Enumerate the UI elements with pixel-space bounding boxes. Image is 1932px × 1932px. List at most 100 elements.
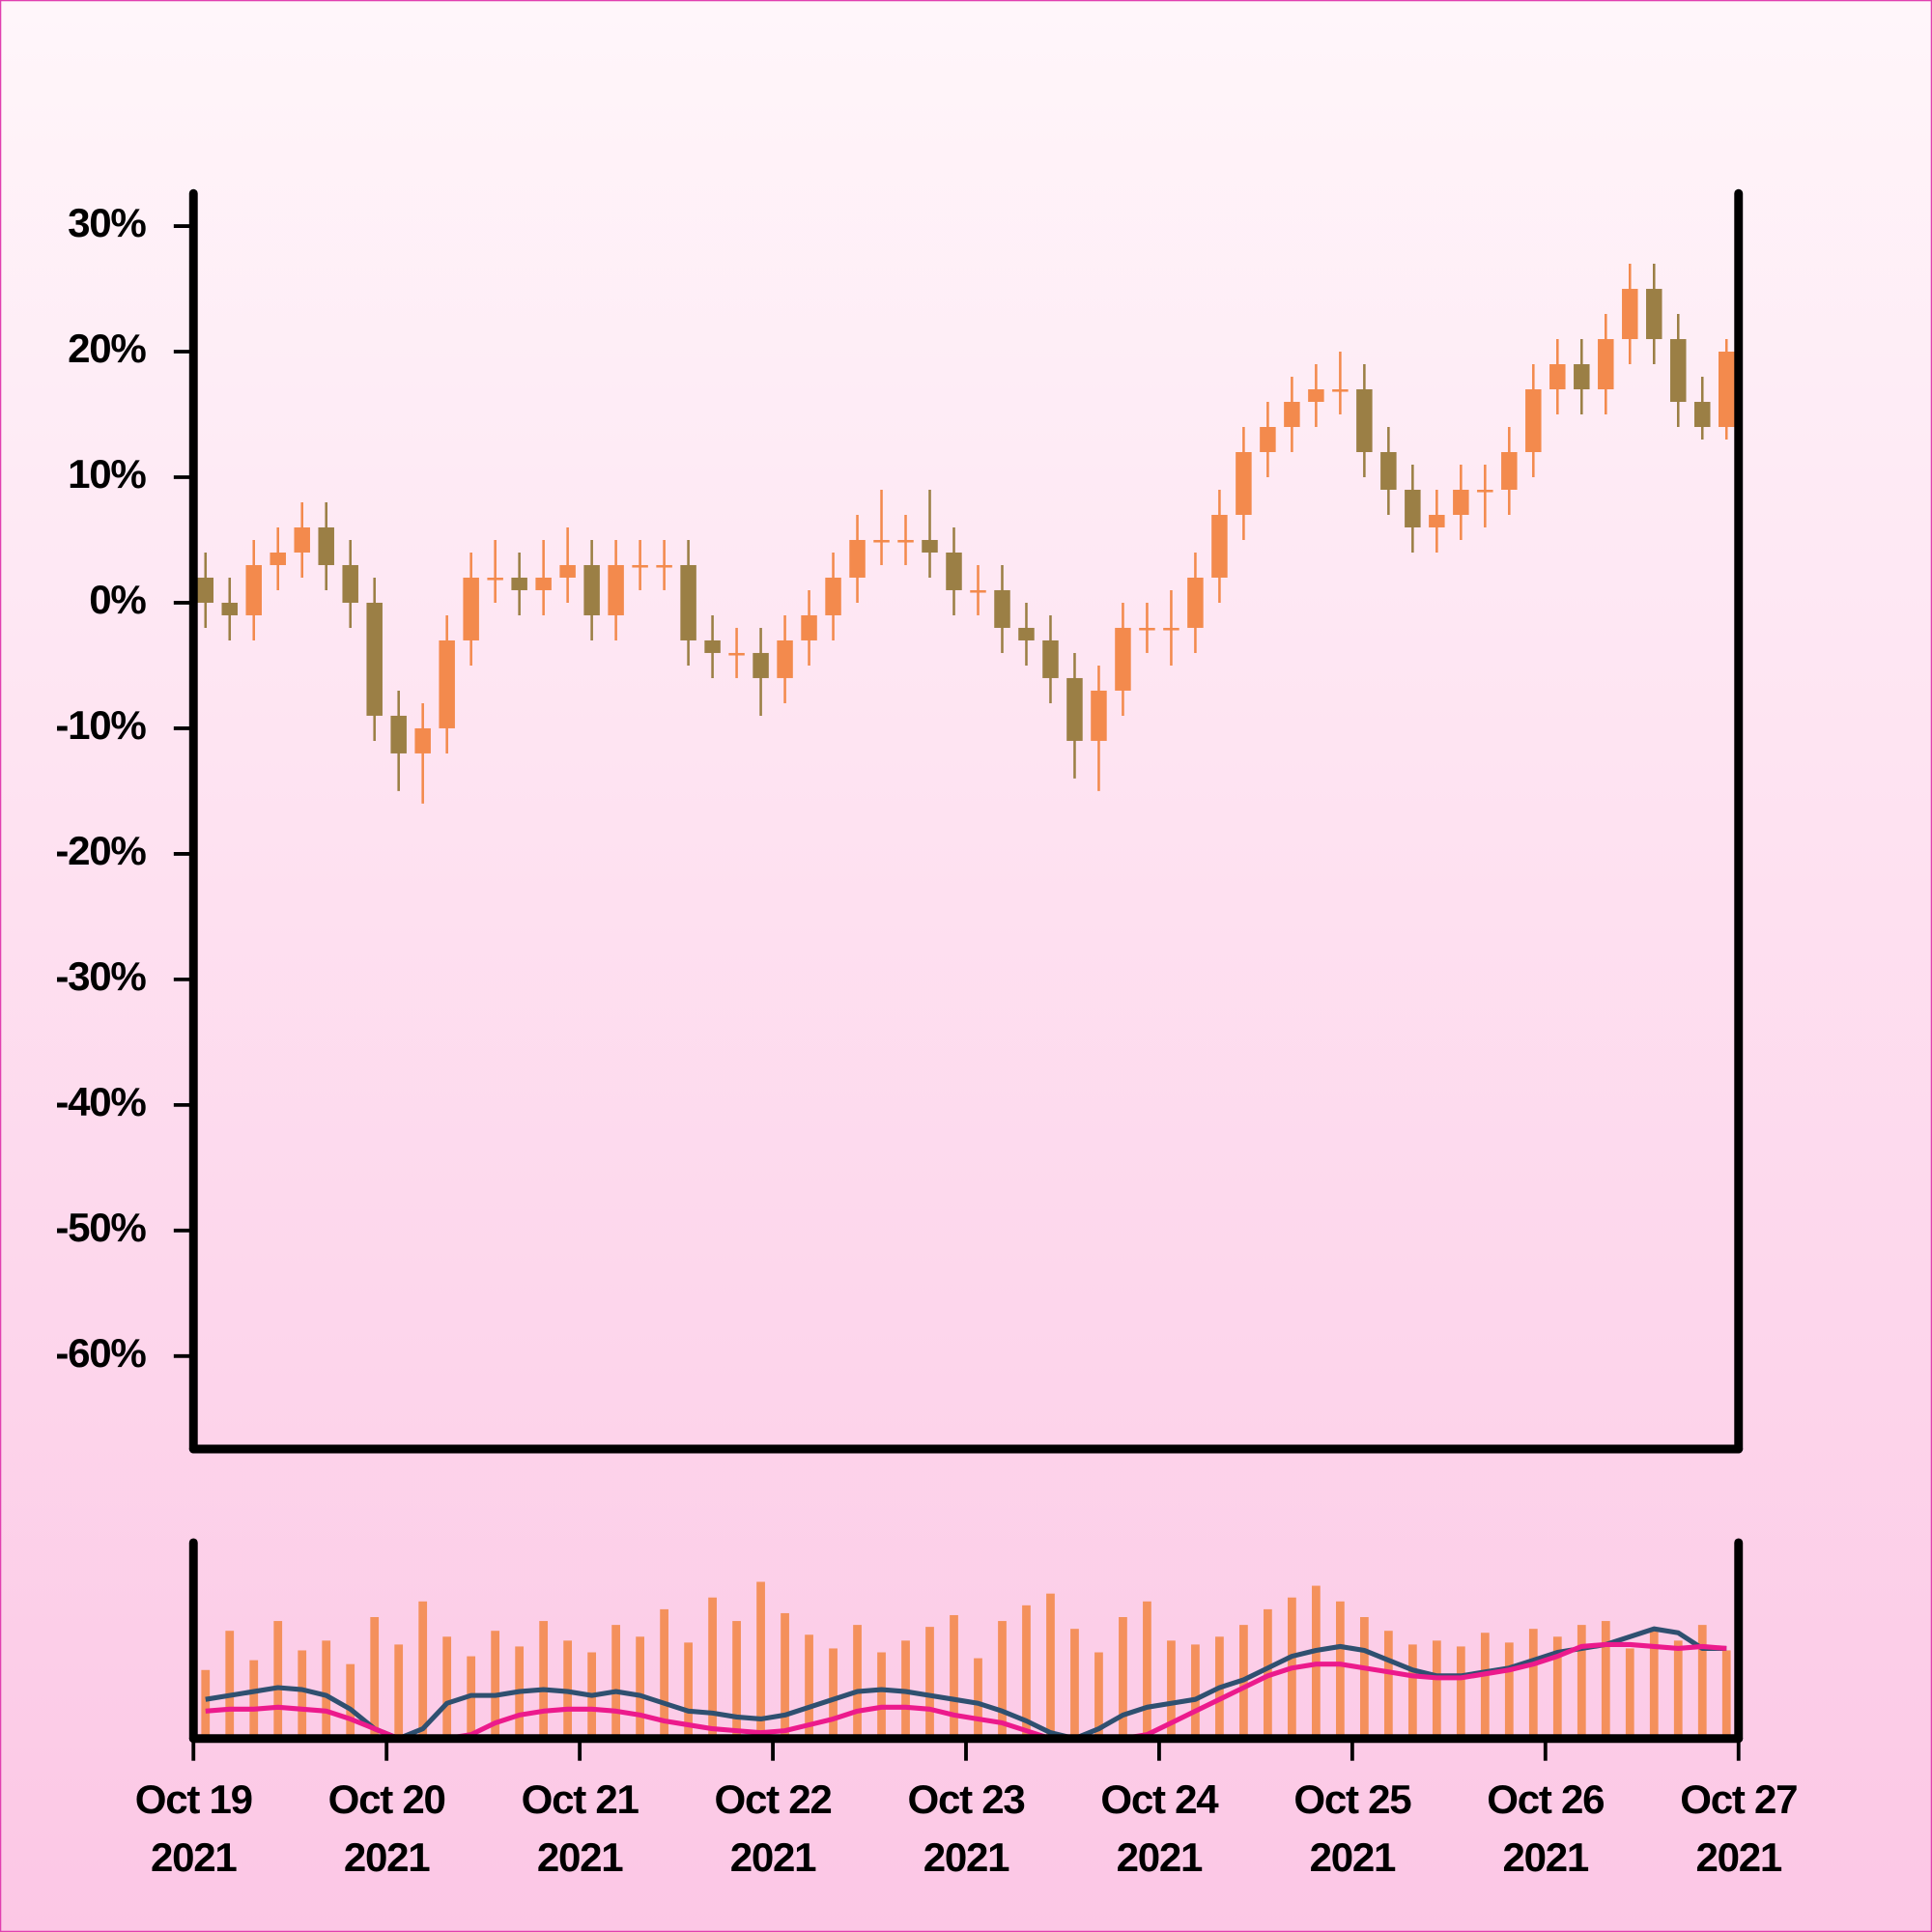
candle-body: [753, 652, 769, 678]
x-tick-label: Oct 23: [908, 1776, 1025, 1822]
candle-body: [1646, 289, 1662, 340]
volume-bar: [1094, 1652, 1103, 1739]
volume-bar: [684, 1642, 693, 1739]
x-tick-label: 2021: [1503, 1834, 1589, 1880]
candle-body: [922, 539, 938, 553]
y-tick-label: -30%: [55, 953, 146, 999]
volume-bar: [491, 1631, 500, 1739]
volume-bar: [1070, 1629, 1079, 1739]
y-tick-label: 0%: [89, 577, 146, 622]
volume-bar: [611, 1625, 620, 1739]
volume-bar: [660, 1608, 668, 1739]
candle-body: [1477, 489, 1493, 493]
volume-bar: [418, 1601, 428, 1739]
y-tick-label: -10%: [55, 702, 146, 748]
volume-bar: [1601, 1621, 1610, 1739]
candle-body: [777, 639, 793, 678]
x-tick-label: Oct 26: [1487, 1776, 1604, 1822]
volume-bar: [781, 1612, 789, 1739]
candle-body: [390, 715, 407, 753]
volume-bar: [974, 1658, 982, 1739]
candle-body: [1187, 577, 1204, 628]
candle-body: [656, 564, 672, 568]
volume-bar: [950, 1614, 958, 1739]
volume-bar: [539, 1621, 549, 1739]
candle-body: [1429, 514, 1445, 527]
candle-body: [1066, 677, 1083, 741]
volume-bar: [1528, 1629, 1538, 1739]
candle-body: [1719, 352, 1735, 428]
x-tick-label: Oct 22: [715, 1776, 832, 1822]
volume-bar: [708, 1597, 717, 1739]
volume-bar: [201, 1669, 211, 1739]
candle-body: [1525, 389, 1542, 453]
volume-bar: [1336, 1601, 1345, 1739]
candle-body: [970, 589, 986, 593]
volume-bar: [1721, 1650, 1731, 1739]
candle-body: [849, 539, 866, 578]
candle-body: [439, 639, 455, 728]
candle-body: [342, 564, 358, 603]
volume-bar: [1673, 1640, 1683, 1739]
candle-body: [559, 564, 576, 578]
volume-bar: [1359, 1617, 1369, 1739]
volume-bar: [322, 1640, 331, 1739]
x-tick-label: 2021: [1117, 1834, 1203, 1880]
volume-bar: [877, 1652, 886, 1739]
candle-body: [1405, 489, 1421, 527]
candle-body: [1018, 627, 1035, 640]
candle-body: [1574, 364, 1590, 390]
volume-bar: [1456, 1646, 1465, 1739]
candle-body: [294, 526, 310, 553]
candle-body: [197, 577, 213, 603]
candle-body: [1501, 452, 1518, 490]
candle-body: [1356, 389, 1373, 453]
volume-bar: [1577, 1625, 1586, 1739]
volume-bar: [442, 1636, 452, 1739]
candle-body: [1139, 627, 1155, 631]
volume-bar: [998, 1621, 1007, 1739]
candle-body: [1211, 514, 1228, 578]
candle-body: [318, 526, 334, 565]
volume-bar: [394, 1644, 404, 1739]
volume-bar: [225, 1631, 235, 1739]
candle-body: [414, 727, 431, 753]
candle-body: [1260, 427, 1276, 453]
candle-body: [583, 564, 600, 615]
candle-body: [1453, 489, 1469, 515]
volume-bar: [636, 1636, 644, 1739]
volume-bar: [1143, 1601, 1151, 1739]
x-tick-label: Oct 21: [522, 1776, 639, 1822]
x-tick-label: 2021: [151, 1834, 237, 1880]
candle-body: [1163, 627, 1179, 631]
volume-bar: [925, 1627, 934, 1739]
candle-body: [1308, 389, 1324, 403]
volume-bar: [346, 1663, 355, 1739]
candle-body: [1380, 452, 1397, 490]
candle-body: [608, 564, 624, 615]
volume-bar: [1649, 1631, 1659, 1739]
y-tick-label: -50%: [55, 1205, 146, 1250]
candle-body: [1284, 402, 1300, 428]
volume-bar: [1432, 1640, 1441, 1739]
volume-bar: [1119, 1617, 1127, 1739]
x-tick-label: 2021: [1695, 1834, 1781, 1880]
candle-body: [704, 639, 721, 653]
volume-bar: [732, 1621, 741, 1739]
candle-body: [825, 577, 841, 615]
volume-bar: [1504, 1642, 1514, 1739]
candle-body: [1622, 289, 1638, 340]
candle-body: [1598, 339, 1614, 390]
y-tick-label: 20%: [68, 326, 146, 371]
candle-body: [221, 602, 238, 615]
x-tick-label: Oct 27: [1680, 1776, 1797, 1822]
volume-bar: [370, 1617, 380, 1739]
volume-bar: [249, 1660, 259, 1739]
candle-body: [366, 602, 383, 716]
candle-body: [1332, 389, 1349, 392]
candle-body: [728, 652, 745, 656]
candle-body: [487, 577, 503, 581]
